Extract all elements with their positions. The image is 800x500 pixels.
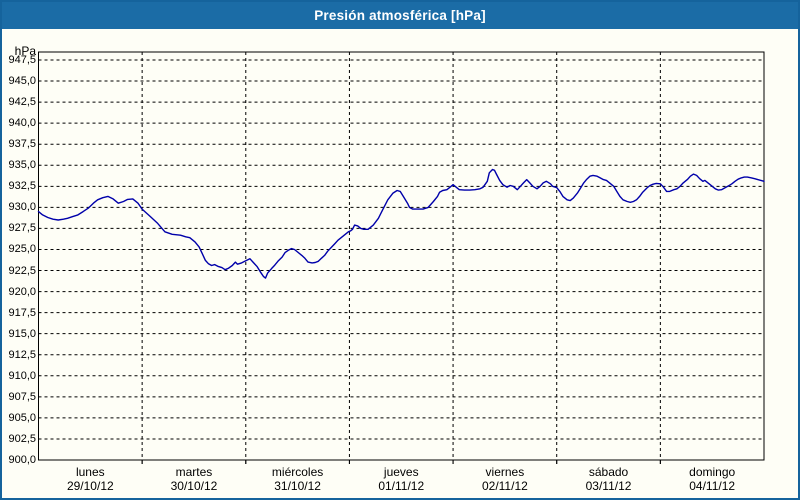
- x-axis-date-label: 31/10/12: [274, 479, 321, 493]
- y-axis-tick-label: 932,5: [8, 180, 36, 193]
- y-axis-tick-label: 902,5: [8, 432, 36, 445]
- x-axis-day-label: lunes: [75, 465, 105, 479]
- y-axis-tick-label: 915,0: [8, 327, 36, 340]
- x-axis-day-label: domingo: [689, 465, 736, 479]
- y-axis-tick-label: 912,5: [8, 348, 36, 361]
- x-axis-day-label: viernes: [485, 465, 525, 479]
- chart-title: Presión atmosférica [hPa]: [314, 8, 486, 23]
- y-axis-unit-label: hPa: [14, 44, 36, 58]
- y-axis-tick-label: 925,0: [8, 243, 36, 256]
- y-axis-tick-label: 942,5: [8, 96, 36, 109]
- x-axis-day-label: sábado: [588, 465, 629, 479]
- plot-border: [38, 51, 765, 461]
- y-axis-tick-label: 917,5: [8, 306, 36, 319]
- y-axis-tick-label: 945,0: [8, 75, 36, 88]
- y-axis-tick-label: 935,0: [8, 159, 36, 172]
- pressure-chart: 947,5 945,0 942,5 940,0 937,5 935,0 932,5 930,0…: [2, 29, 798, 498]
- y-axis-tick-label: 905,0: [8, 411, 36, 424]
- x-axis-date-label: 02/11/12: [481, 479, 528, 493]
- y-axis-tick-label: 920,0: [8, 285, 36, 298]
- y-axis-tick-label: 922,5: [8, 264, 36, 277]
- y-axis-tick-label: 927,5: [8, 222, 36, 235]
- x-axis-day-label: martes: [175, 465, 213, 479]
- y-axis-tick-label: 940,0: [8, 117, 36, 130]
- y-axis-tick-label: 907,5: [8, 390, 36, 403]
- y-axis-tick-label: 900,0: [8, 454, 36, 466]
- x-axis-day-label: miércoles: [271, 465, 324, 479]
- y-axis-tick-label: 937,5: [8, 138, 36, 151]
- x-axis-date-label: 29/10/12: [66, 479, 114, 493]
- x-axis-date-label: 01/11/12: [378, 479, 425, 493]
- x-axis-date-label: 04/11/12: [689, 479, 736, 493]
- x-axis-date-label: 30/10/12: [170, 479, 218, 493]
- window-titlebar: Presión atmosférica [hPa]: [2, 2, 798, 29]
- pressure-line: [37, 168, 765, 279]
- y-axis-tick-label: 910,0: [8, 369, 36, 382]
- x-axis-date-label: 03/11/12: [585, 479, 632, 493]
- y-axis-tick-label: 930,0: [8, 201, 36, 214]
- chart-canvas: [37, 51, 765, 464]
- y-axis-tick-label: 947,5: [8, 54, 36, 66]
- x-axis-day-label: jueves: [383, 465, 419, 479]
